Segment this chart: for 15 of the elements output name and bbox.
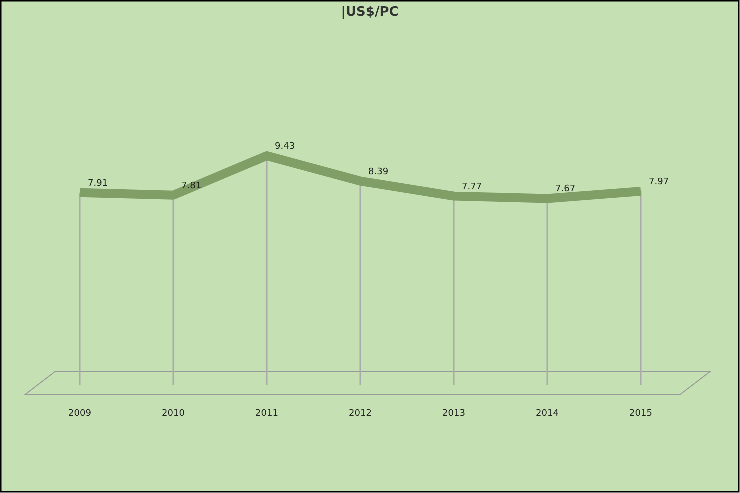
x-tick-label: 2011 bbox=[256, 409, 278, 419]
x-tick-label: 2015 bbox=[630, 409, 652, 419]
chart-title: |US$/PC bbox=[341, 5, 399, 20]
x-tick-label: 2014 bbox=[536, 409, 560, 419]
x-tick-label: 2012 bbox=[349, 409, 372, 419]
x-tick-label: 2009 bbox=[68, 409, 92, 419]
x-tick-label: 2013 bbox=[442, 409, 466, 419]
data-label: 7.97 bbox=[649, 177, 670, 188]
data-label: 7.67 bbox=[556, 184, 576, 195]
data-label: 7.77 bbox=[462, 182, 482, 192]
data-label: 7.91 bbox=[88, 178, 108, 189]
data-label: 8.39 bbox=[368, 167, 389, 178]
data-label: 7.81 bbox=[182, 181, 202, 192]
x-tick-label: 2010 bbox=[162, 409, 186, 419]
data-label: 9.43 bbox=[275, 142, 296, 152]
